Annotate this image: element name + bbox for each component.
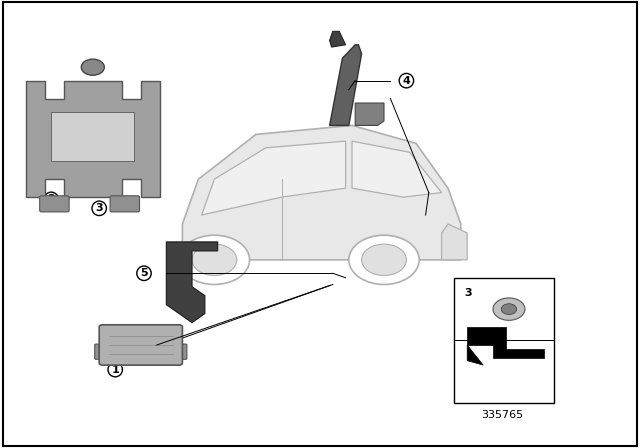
Circle shape — [81, 59, 104, 75]
Circle shape — [493, 298, 525, 320]
Text: 2: 2 — [47, 194, 55, 204]
Text: 335765: 335765 — [481, 410, 524, 420]
Polygon shape — [467, 345, 483, 365]
Polygon shape — [355, 103, 384, 125]
Bar — [454, 278, 554, 403]
Text: 4: 4 — [403, 76, 410, 86]
Circle shape — [349, 235, 419, 284]
Text: 1: 1 — [111, 365, 119, 375]
Polygon shape — [166, 242, 218, 323]
FancyBboxPatch shape — [95, 344, 107, 359]
FancyBboxPatch shape — [99, 325, 182, 365]
FancyBboxPatch shape — [40, 196, 69, 212]
Circle shape — [501, 304, 516, 314]
Polygon shape — [330, 45, 362, 125]
Circle shape — [192, 244, 237, 276]
Polygon shape — [352, 141, 442, 197]
Polygon shape — [467, 327, 544, 358]
Polygon shape — [26, 81, 160, 197]
FancyBboxPatch shape — [110, 196, 140, 212]
Polygon shape — [51, 112, 134, 161]
Polygon shape — [330, 31, 346, 47]
FancyBboxPatch shape — [175, 344, 187, 359]
Circle shape — [362, 244, 406, 276]
Polygon shape — [202, 141, 346, 215]
Polygon shape — [182, 125, 461, 260]
Text: 3: 3 — [95, 203, 103, 213]
Text: 5: 5 — [140, 268, 148, 278]
Text: 3: 3 — [464, 288, 472, 298]
Circle shape — [179, 235, 250, 284]
Polygon shape — [442, 224, 467, 260]
